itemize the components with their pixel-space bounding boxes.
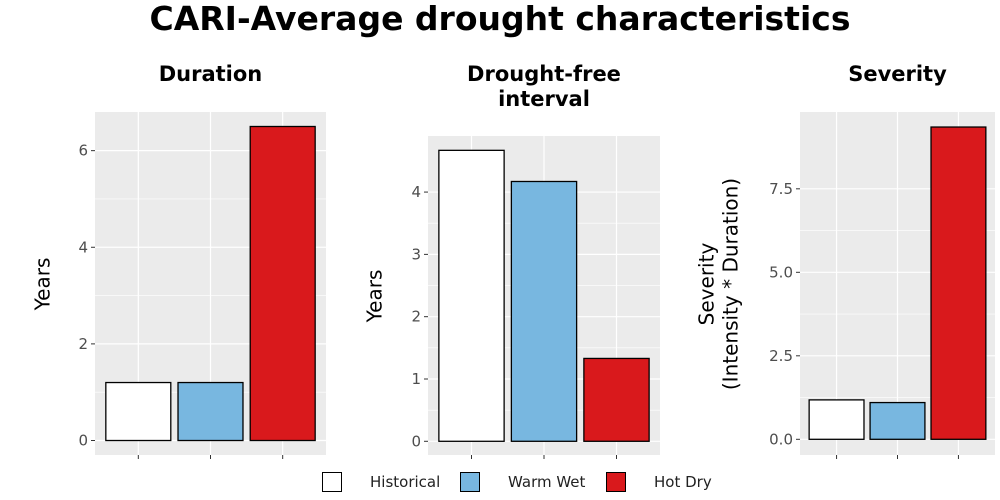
bar-historical — [438, 149, 505, 442]
bar-hot-dry — [249, 125, 316, 442]
y-axis-label: (Intensity * Duration) — [719, 178, 743, 390]
legend: Historical Warm Wet Hot Dry — [320, 470, 720, 494]
y-tick-label: 0.0 — [769, 430, 793, 448]
y-tick-label: 2 — [78, 335, 88, 353]
y-axis-label: Years — [363, 270, 387, 324]
y-tick-label: 1 — [411, 370, 421, 388]
legend-key-historical — [322, 472, 342, 492]
legend-key-warm-wet — [460, 472, 480, 492]
y-tick-label: 2.5 — [769, 347, 793, 365]
bar-warm-wet — [869, 401, 926, 440]
y-tick-label: 0 — [78, 432, 88, 450]
y-tick-label: 4 — [411, 183, 421, 201]
chart-title: CARI-Average drought characteristics — [149, 0, 851, 38]
bar-historical — [105, 381, 172, 442]
legend-label-historical: Historical — [370, 473, 441, 491]
y-tick-label: 7.5 — [769, 180, 793, 198]
y-axis-label: Years — [31, 258, 55, 312]
bar-hot-dry — [583, 357, 650, 442]
bar-warm-wet — [177, 381, 244, 442]
panel-title: interval — [498, 87, 590, 111]
bar-warm-wet — [510, 180, 578, 442]
y-tick-label: 4 — [78, 238, 88, 256]
legend-label-warm-wet: Warm Wet — [508, 473, 586, 491]
legend-key-hot-dry — [606, 472, 626, 492]
bar-historical — [808, 399, 865, 440]
panel-title: Duration — [159, 62, 263, 86]
panel-title: Drought-free — [467, 62, 621, 86]
y-tick-label: 5.0 — [769, 263, 793, 281]
y-tick-label: 0 — [411, 432, 421, 450]
y-axis-label: Severity — [695, 243, 719, 326]
bar-hot-dry — [930, 126, 987, 440]
y-tick-label: 6 — [78, 142, 88, 160]
panel-title: Severity — [848, 62, 947, 86]
legend-label-hot-dry: Hot Dry — [654, 473, 712, 491]
y-tick-label: 2 — [411, 308, 421, 326]
y-tick-label: 3 — [411, 245, 421, 263]
